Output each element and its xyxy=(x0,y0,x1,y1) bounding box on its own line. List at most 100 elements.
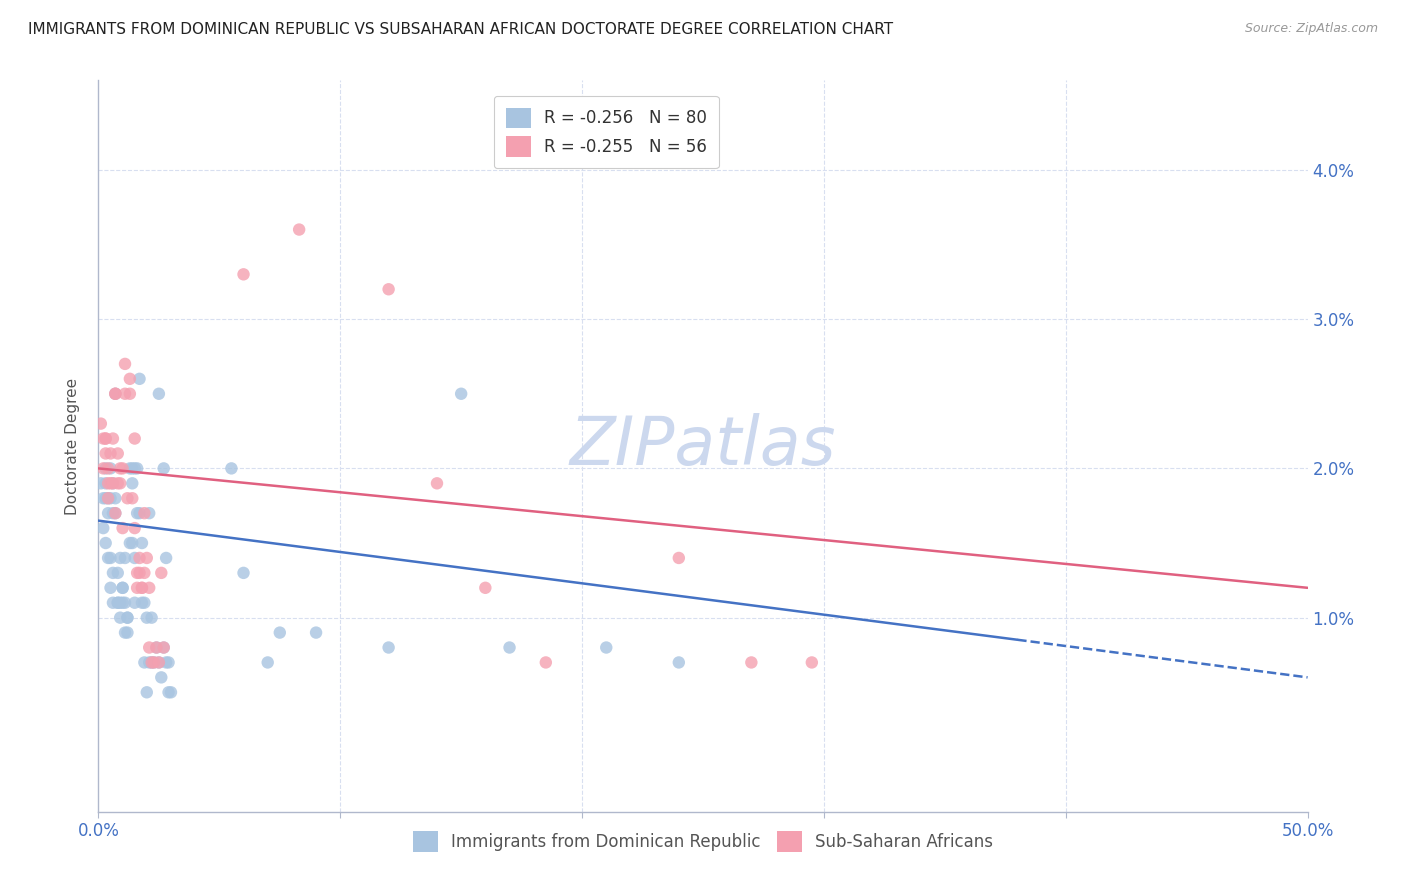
Point xyxy=(94,432,117,446)
Point xyxy=(108,596,131,610)
Point xyxy=(221,461,243,475)
Point xyxy=(426,476,449,491)
Point xyxy=(100,461,122,475)
Point xyxy=(100,446,122,460)
Point xyxy=(135,610,157,624)
Point xyxy=(474,581,496,595)
Point xyxy=(104,491,127,506)
Point xyxy=(94,476,117,491)
Point xyxy=(800,656,823,670)
Point xyxy=(94,461,117,475)
Point xyxy=(94,491,117,506)
Point xyxy=(94,536,117,550)
Point xyxy=(117,491,139,506)
Point xyxy=(101,566,124,580)
Point xyxy=(107,596,129,610)
Point xyxy=(91,461,114,475)
Point xyxy=(94,432,117,446)
Point xyxy=(534,656,557,670)
Point xyxy=(97,491,120,506)
Point xyxy=(97,461,120,475)
Point xyxy=(498,640,520,655)
Point xyxy=(157,685,180,699)
Point xyxy=(114,386,136,401)
Point xyxy=(117,610,139,624)
Point xyxy=(117,610,139,624)
Point xyxy=(155,551,177,566)
Point xyxy=(134,506,156,520)
Point xyxy=(160,685,183,699)
Point xyxy=(127,566,149,580)
Point xyxy=(91,521,114,535)
Point xyxy=(111,581,134,595)
Text: Source: ZipAtlas.com: Source: ZipAtlas.com xyxy=(1244,22,1378,36)
Point xyxy=(101,506,124,520)
Point xyxy=(121,536,143,550)
Point xyxy=(232,566,254,580)
Point xyxy=(148,656,170,670)
Point xyxy=(288,222,311,236)
Point xyxy=(135,551,157,566)
Point xyxy=(138,506,160,520)
Point xyxy=(114,551,136,566)
Point xyxy=(90,417,112,431)
Point xyxy=(100,491,122,506)
Point xyxy=(124,432,146,446)
Point xyxy=(121,476,143,491)
Point xyxy=(101,432,124,446)
Point xyxy=(121,461,143,475)
Point xyxy=(97,476,120,491)
Point xyxy=(232,268,254,282)
Point xyxy=(135,685,157,699)
Point xyxy=(127,581,149,595)
Point xyxy=(143,656,166,670)
Point xyxy=(157,656,180,670)
Point xyxy=(114,596,136,610)
Point xyxy=(104,386,127,401)
Point xyxy=(114,357,136,371)
Point xyxy=(91,491,114,506)
Point xyxy=(131,536,153,550)
Point xyxy=(155,656,177,670)
Point xyxy=(152,640,174,655)
Point xyxy=(107,446,129,460)
Point xyxy=(127,506,149,520)
Point xyxy=(128,566,150,580)
Text: ZIPatlas: ZIPatlas xyxy=(569,413,837,479)
Point xyxy=(104,386,127,401)
Point xyxy=(138,656,160,670)
Point xyxy=(100,551,122,566)
Point xyxy=(377,640,399,655)
Point xyxy=(128,506,150,520)
Legend: Immigrants from Dominican Republic, Sub-Saharan Africans: Immigrants from Dominican Republic, Sub-… xyxy=(406,824,1000,858)
Point xyxy=(152,640,174,655)
Text: IMMIGRANTS FROM DOMINICAN REPUBLIC VS SUBSAHARAN AFRICAN DOCTORATE DEGREE CORREL: IMMIGRANTS FROM DOMINICAN REPUBLIC VS SU… xyxy=(28,22,893,37)
Point xyxy=(108,461,131,475)
Point xyxy=(104,506,127,520)
Point xyxy=(124,596,146,610)
Point xyxy=(111,581,134,595)
Point xyxy=(100,581,122,595)
Point xyxy=(114,625,136,640)
Point xyxy=(124,551,146,566)
Point xyxy=(134,566,156,580)
Point xyxy=(141,656,163,670)
Point xyxy=(145,640,167,655)
Point xyxy=(107,566,129,580)
Point xyxy=(148,386,170,401)
Point xyxy=(117,625,139,640)
Point xyxy=(104,386,127,401)
Point xyxy=(118,386,141,401)
Point xyxy=(118,536,141,550)
Point xyxy=(150,566,173,580)
Point xyxy=(111,461,134,475)
Point xyxy=(131,581,153,595)
Point xyxy=(118,461,141,475)
Point xyxy=(124,521,146,535)
Point xyxy=(269,625,291,640)
Point xyxy=(111,521,134,535)
Point xyxy=(101,596,124,610)
Point xyxy=(107,476,129,491)
Point xyxy=(121,491,143,506)
Point xyxy=(128,551,150,566)
